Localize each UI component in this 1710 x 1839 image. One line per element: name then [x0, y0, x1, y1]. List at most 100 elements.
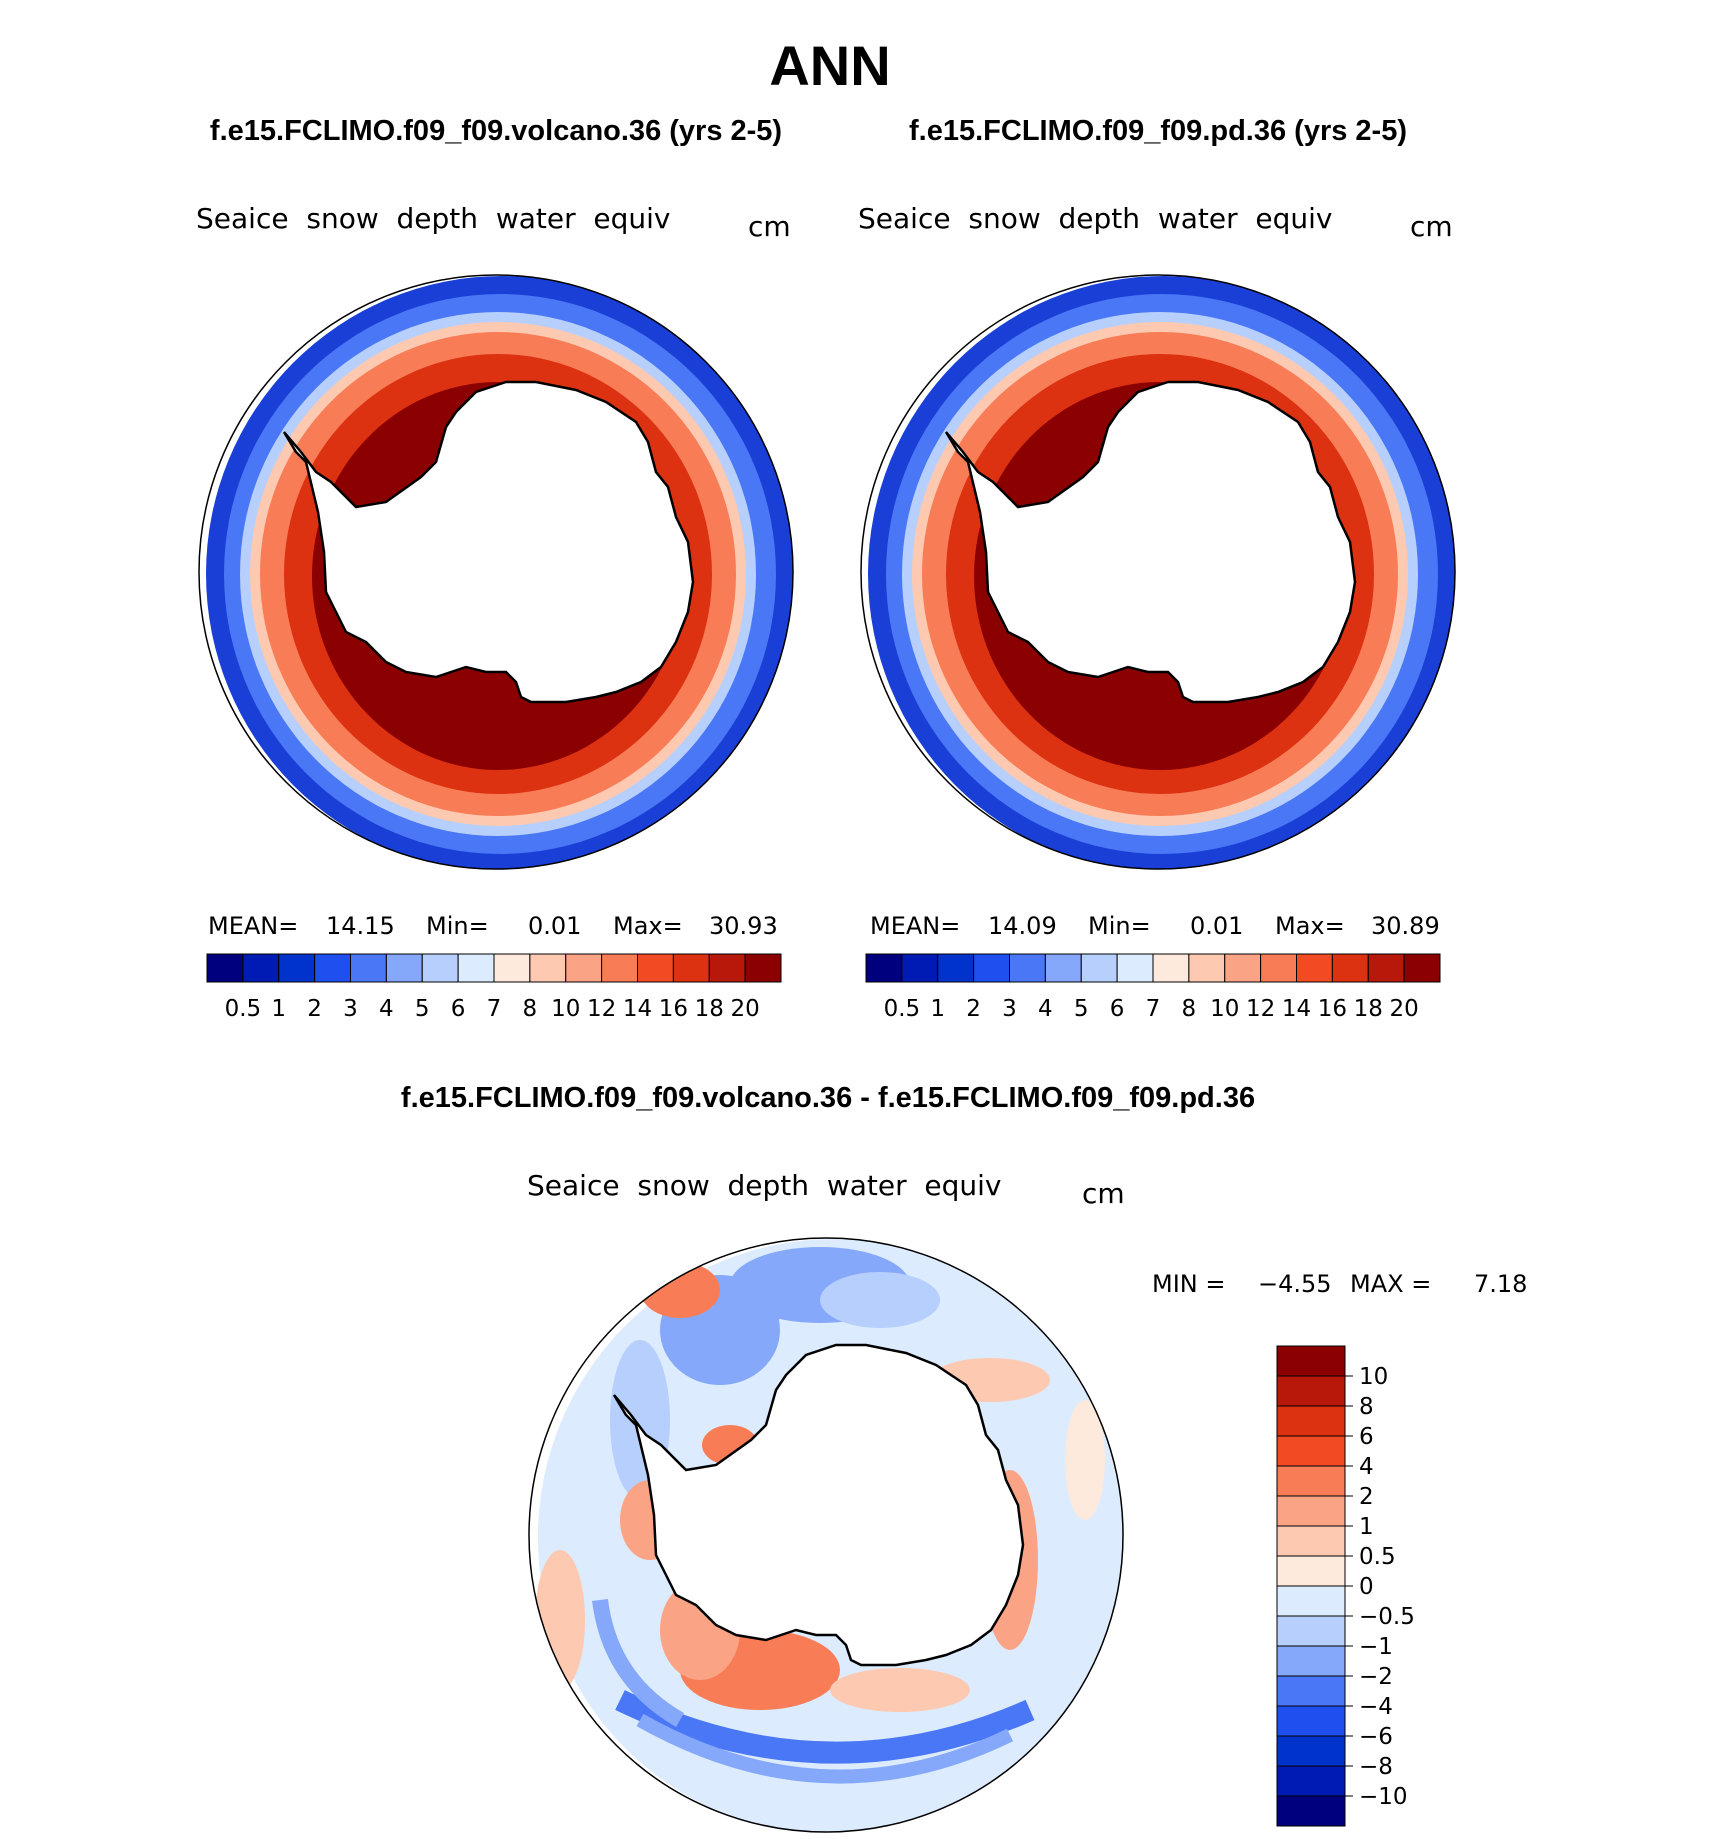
- panel-volcano-colorbar-swatch: [385, 953, 423, 983]
- panel-pd-colorbar-swatch: [1080, 953, 1118, 983]
- panel-diff-colorbar-swatch: [1276, 1795, 1346, 1827]
- panel-volcano-colorbar-tick-label: 8: [523, 996, 538, 1022]
- panel-volcano-colorbar-tick-label: 18: [695, 996, 724, 1022]
- panel-volcano-map-boundary: [198, 274, 794, 870]
- panel-diff-colorbar-swatch: [1276, 1375, 1346, 1407]
- panel-pd-colorbar-tick-label: 8: [1182, 996, 1197, 1022]
- panel-diff-colorbar-tick-label: 0.5: [1359, 1544, 1396, 1570]
- panel-pd-map: [861, 275, 1455, 869]
- panel-volcano-colorbar-swatch: [708, 953, 746, 983]
- panel-diff-colorbar-swatch: [1276, 1405, 1346, 1437]
- panel-volcano-max-value: 30.93: [709, 912, 778, 940]
- panel-volcano-colorbar-tick-label: 1: [271, 996, 286, 1022]
- panel-pd-colorbar-tick-label: 6: [1110, 996, 1125, 1022]
- panel-diff-min-label: MIN =: [1152, 1270, 1225, 1298]
- panel-diff-colorbar-tick-label: −1: [1359, 1634, 1393, 1660]
- panel-pd-colorbar-swatch: [973, 953, 1010, 983]
- panel-volcano-colorbar-swatch: [206, 953, 244, 983]
- panel-volcano-colorbar-tick-label: 2: [307, 996, 322, 1022]
- panel-pd-colorbar-swatch: [1260, 953, 1297, 983]
- panel-diff-colorbar-tick-label: −8: [1359, 1754, 1393, 1780]
- panel-diff-variable: Seaice snow depth water equiv: [527, 1169, 1002, 1202]
- panel-volcano-colorbar-swatch: [457, 953, 495, 983]
- panel-volcano-colorbar-tick-label: 4: [379, 996, 394, 1022]
- panel-pd-colorbar-swatch: [865, 953, 903, 983]
- panel-pd: f.e15.FCLIMO.f09_f09.pd.36 (yrs 2-5) Sea…: [858, 115, 1456, 1022]
- panel-pd-colorbar-tick-label: 16: [1318, 996, 1347, 1022]
- panel-volcano-colorbar-swatch: [278, 953, 316, 983]
- panel-pd-colorbar-tick-label: 12: [1246, 996, 1275, 1022]
- panel-pd-colorbar-tick-label: 7: [1146, 996, 1161, 1022]
- panel-diff-colorbar-swatch: [1276, 1765, 1346, 1797]
- panel-pd-min-label: Min=: [1088, 912, 1151, 940]
- panel-pd-colorbar-swatch: [1116, 953, 1154, 983]
- panel-pd-units: cm: [1410, 210, 1453, 243]
- page-title: ANN: [769, 34, 890, 97]
- panel-volcano-colorbar-swatch: [242, 953, 280, 983]
- panel-volcano: f.e15.FCLIMO.f09_f09.volcano.36 (yrs 2-5…: [196, 115, 794, 1022]
- panel-volcano-colorbar-tick-label: 5: [415, 996, 430, 1022]
- panel-diff-colorbar-tick-label: 1: [1359, 1514, 1374, 1540]
- panel-volcano-colorbar-swatch: [529, 953, 567, 983]
- panel-pd-colorbar-tick-label: 3: [1002, 996, 1017, 1022]
- panel-volcano-title: f.e15.FCLIMO.f09_f09.volcano.36 (yrs 2-5…: [210, 115, 782, 147]
- panel-volcano-colorbar-tick-label: 14: [623, 996, 652, 1022]
- panel-pd-colorbar-tick-label: 5: [1074, 996, 1089, 1022]
- panel-diff-colorbar: 10 8 6 4 2 1 0.5 0 −0.5 −1 −2 −4 −6 −8 −10: [1276, 1345, 1415, 1827]
- panel-diff-colorbar-tick-label: −4: [1359, 1694, 1393, 1720]
- panel-pd-colorbar-tick-label: 4: [1038, 996, 1053, 1022]
- panel-pd-colorbar-swatch: [1331, 953, 1369, 983]
- panel-volcano-mean-value: 14.15: [326, 912, 395, 940]
- panel-pd-mean-label: MEAN=: [870, 912, 960, 940]
- panel-pd-colorbar-tick-label: 2: [966, 996, 981, 1022]
- panel-volcano-colorbar-tick-label: 7: [487, 996, 502, 1022]
- panel-diff-colorbar-swatch: [1276, 1345, 1346, 1377]
- panel-diff-colorbar-swatch: [1276, 1435, 1346, 1467]
- panel-pd-colorbar-tick-label: 0.5: [884, 996, 921, 1022]
- panel-diff-colorbar-swatch: [1276, 1585, 1346, 1617]
- panel-volcano-colorbar-tick-label: 6: [451, 996, 466, 1022]
- panel-pd-colorbar-swatch: [1367, 953, 1405, 983]
- panel-pd-colorbar-swatch: [1152, 953, 1190, 983]
- panel-pd-colorbar-swatch: [901, 953, 939, 983]
- panel-volcano-variable: Seaice snow depth water equiv: [196, 202, 671, 235]
- panel-volcano-colorbar-swatch: [601, 953, 638, 983]
- panel-pd-mean-value: 14.09: [988, 912, 1057, 940]
- panel-pd-colorbar-tick-label: 10: [1210, 996, 1239, 1022]
- panel-pd-max-value: 30.89: [1371, 912, 1440, 940]
- panel-pd-max-label: Max=: [1275, 912, 1345, 940]
- panel-volcano-colorbar-tick-label: 0.5: [225, 996, 262, 1022]
- panel-volcano-colorbar-tick-label: 16: [659, 996, 688, 1022]
- panel-diff-colorbar-swatch: [1276, 1525, 1346, 1557]
- panel-pd-colorbar-tick-label: 1: [930, 996, 945, 1022]
- panel-volcano-colorbar-tick-label: 20: [730, 996, 759, 1022]
- panel-volcano-colorbar: 0.5 1 2 3 4 5 6 7 8 10 12 14 16 18 20: [206, 953, 782, 1022]
- panel-diff: f.e15.FCLIMO.f09_f09.volcano.36 - f.e15.…: [401, 1082, 1527, 1833]
- panel-pd-colorbar-swatch: [1044, 953, 1082, 983]
- panel-pd-colorbar-tick-label: 18: [1354, 996, 1383, 1022]
- panel-pd-colorbar-swatch: [937, 953, 975, 983]
- panel-diff-colorbar-tick-label: 0: [1359, 1574, 1374, 1600]
- panel-pd-min-value: 0.01: [1190, 912, 1243, 940]
- panel-pd-colorbar-swatch: [1296, 953, 1333, 983]
- panel-volcano-colorbar-swatch: [565, 953, 603, 983]
- panel-diff-min-value: −4.55: [1258, 1270, 1332, 1298]
- panel-pd-colorbar-swatch: [1009, 953, 1046, 983]
- panel-volcano-colorbar-swatch: [744, 953, 782, 983]
- panel-diff-colorbar-swatch: [1276, 1645, 1346, 1677]
- panel-diff-colorbar-tick-label: 4: [1359, 1454, 1374, 1480]
- panel-volcano-min-label: Min=: [426, 912, 489, 940]
- panel-pd-map-boundary: [860, 274, 1456, 870]
- panel-pd-colorbar-swatch: [1224, 953, 1262, 983]
- panel-pd-colorbar-swatch: [1403, 953, 1441, 983]
- panel-diff-colorbar-tick-label: 6: [1359, 1424, 1374, 1450]
- panel-diff-colorbar-swatch: [1276, 1705, 1346, 1737]
- panel-volcano-map: [199, 275, 793, 869]
- panel-pd-title: f.e15.FCLIMO.f09_f09.pd.36 (yrs 2-5): [909, 115, 1407, 147]
- panel-diff-colorbar-tick-label: 10: [1359, 1364, 1388, 1390]
- panel-volcano-colorbar-tick-label: 3: [343, 996, 358, 1022]
- panel-diff-colorbar-tick-label: −0.5: [1359, 1604, 1415, 1630]
- panel-pd-colorbar-tick-label: 14: [1282, 996, 1311, 1022]
- panel-volcano-units: cm: [748, 210, 791, 243]
